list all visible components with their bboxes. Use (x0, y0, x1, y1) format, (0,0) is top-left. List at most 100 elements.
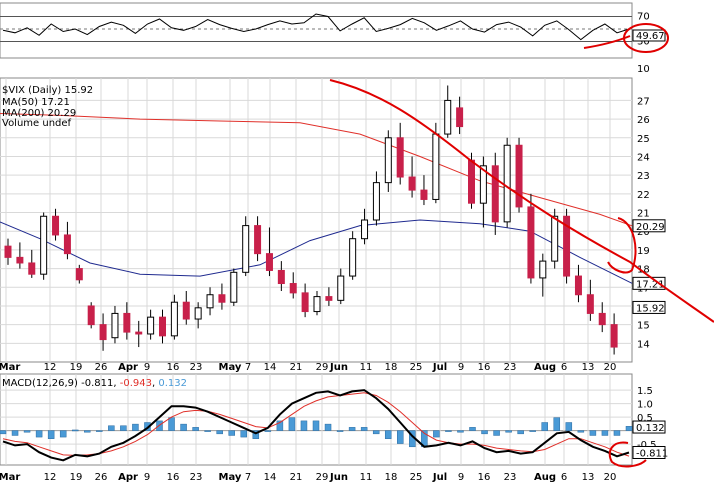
candle (123, 302, 131, 340)
x-tick-label-top: 13 (582, 362, 595, 373)
candle-body (408, 176, 416, 191)
candle-body (384, 137, 392, 184)
x-tick-label-top: 25 (410, 362, 423, 373)
candle-body (503, 144, 511, 223)
annotation-macd-circle (608, 441, 647, 468)
price-tick-label: 18 (637, 265, 650, 276)
candle (230, 268, 238, 306)
macd-hist-bar (577, 430, 585, 433)
legend-volume: Volume undef (2, 118, 72, 129)
macd-hist-bar (120, 425, 127, 431)
candle (408, 156, 416, 198)
candle (384, 130, 392, 192)
macd-hist-bar (276, 420, 284, 431)
candle-body (254, 225, 262, 255)
macd-hist-bar (517, 430, 524, 435)
x-tick-label-bottom: 9 (458, 472, 464, 483)
candle-body (111, 312, 119, 339)
x-tick-label-top: Aug (534, 362, 556, 373)
macd-hist-bar (204, 430, 211, 432)
price-tick-label: 24 (637, 152, 650, 163)
rsi-value-tag (632, 29, 666, 42)
macd-line (2, 389, 630, 462)
ma200-line (0, 113, 633, 227)
macd-hist-bar (35, 430, 43, 438)
rsi-tick-label: 10 (637, 64, 650, 75)
x-tick-label-bottom: 26 (95, 472, 108, 483)
candle (503, 137, 511, 228)
x-tick-label-bottom: Jun (329, 472, 348, 483)
macd-hist-bar (11, 430, 19, 436)
candle-body (123, 312, 131, 333)
candle (372, 171, 380, 226)
macd-hist-bar (264, 430, 272, 432)
macd-hist-bar (541, 422, 548, 431)
candle-body (135, 331, 143, 335)
candle (610, 313, 618, 355)
candle (563, 208, 571, 284)
price-tick-label: 26 (637, 115, 650, 126)
x-tick-label-top: 7Mar (0, 362, 20, 373)
macd-hist-bar (613, 430, 621, 436)
macd-hist-bar (625, 426, 633, 431)
candle-body (325, 296, 333, 301)
x-tick-label-top: 16 (167, 362, 180, 373)
candle-body (16, 256, 24, 264)
x-tick-label-bottom: Aug (534, 472, 556, 483)
annotation-trendline (329, 79, 714, 323)
x-tick-label-bottom: 14 (264, 472, 277, 483)
candle (313, 291, 321, 316)
candle-body (28, 262, 36, 275)
macd-hist-bar (372, 430, 380, 435)
legend-title: $VIX (Daily) 15.92 (2, 85, 93, 96)
candle (574, 264, 582, 303)
macd-hist-bar (397, 430, 404, 444)
macd-panel: 1.5 1.0 0.5 -0.5 0.132 -0.811 (0, 373, 668, 468)
candle (242, 216, 250, 277)
macd-hist-tag-label: 0.132 (636, 423, 665, 434)
macd-hist-bar (132, 423, 139, 431)
candle (16, 242, 24, 269)
price-tick-label: 15 (637, 321, 650, 332)
x-tick-label-top: 9 (144, 362, 150, 373)
macd-hist-bar (47, 430, 55, 439)
macd-hist-bar (23, 430, 31, 433)
rsi-tick-label: 70 (637, 12, 650, 23)
x-tick-label-bottom: 13 (582, 472, 595, 483)
candle (491, 152, 499, 235)
candle-body (349, 238, 357, 277)
candle (182, 291, 190, 325)
x-tick-label-bottom: 20 (604, 472, 617, 483)
candle-body (551, 215, 559, 262)
candle-body (563, 215, 571, 277)
macd-tick-label: 1.5 (637, 386, 653, 397)
candle (4, 238, 12, 265)
candle (28, 249, 36, 278)
macd-hist-bar (312, 420, 320, 431)
candle (598, 302, 606, 333)
macd-hist-bar (336, 430, 344, 432)
signal-line (2, 392, 630, 457)
candle-body (491, 165, 499, 223)
x-tick-label-bottom: May (219, 472, 242, 483)
x-tick-label-bottom: 7 (245, 472, 251, 483)
macd-hist-bar (565, 422, 573, 431)
x-tick-label-bottom: 19 (70, 472, 83, 483)
price-tick-label: 21 (637, 209, 650, 220)
last-price-tag-label: 15.92 (636, 303, 665, 314)
candle (349, 231, 357, 280)
macd-tick-label: 0.5 (637, 413, 653, 424)
macd-value-tag (632, 445, 666, 459)
candle-body (99, 324, 107, 341)
x-tick-label-top: 18 (385, 362, 398, 373)
rsi-frame (0, 2, 633, 59)
candle-body (574, 275, 582, 296)
candle (75, 264, 83, 284)
candle (277, 261, 285, 291)
macd-hist-bar (228, 430, 235, 436)
candle-body (515, 144, 523, 208)
x-tick-label-bottom: 16 (478, 472, 491, 483)
macd-hist-bar (216, 430, 223, 435)
